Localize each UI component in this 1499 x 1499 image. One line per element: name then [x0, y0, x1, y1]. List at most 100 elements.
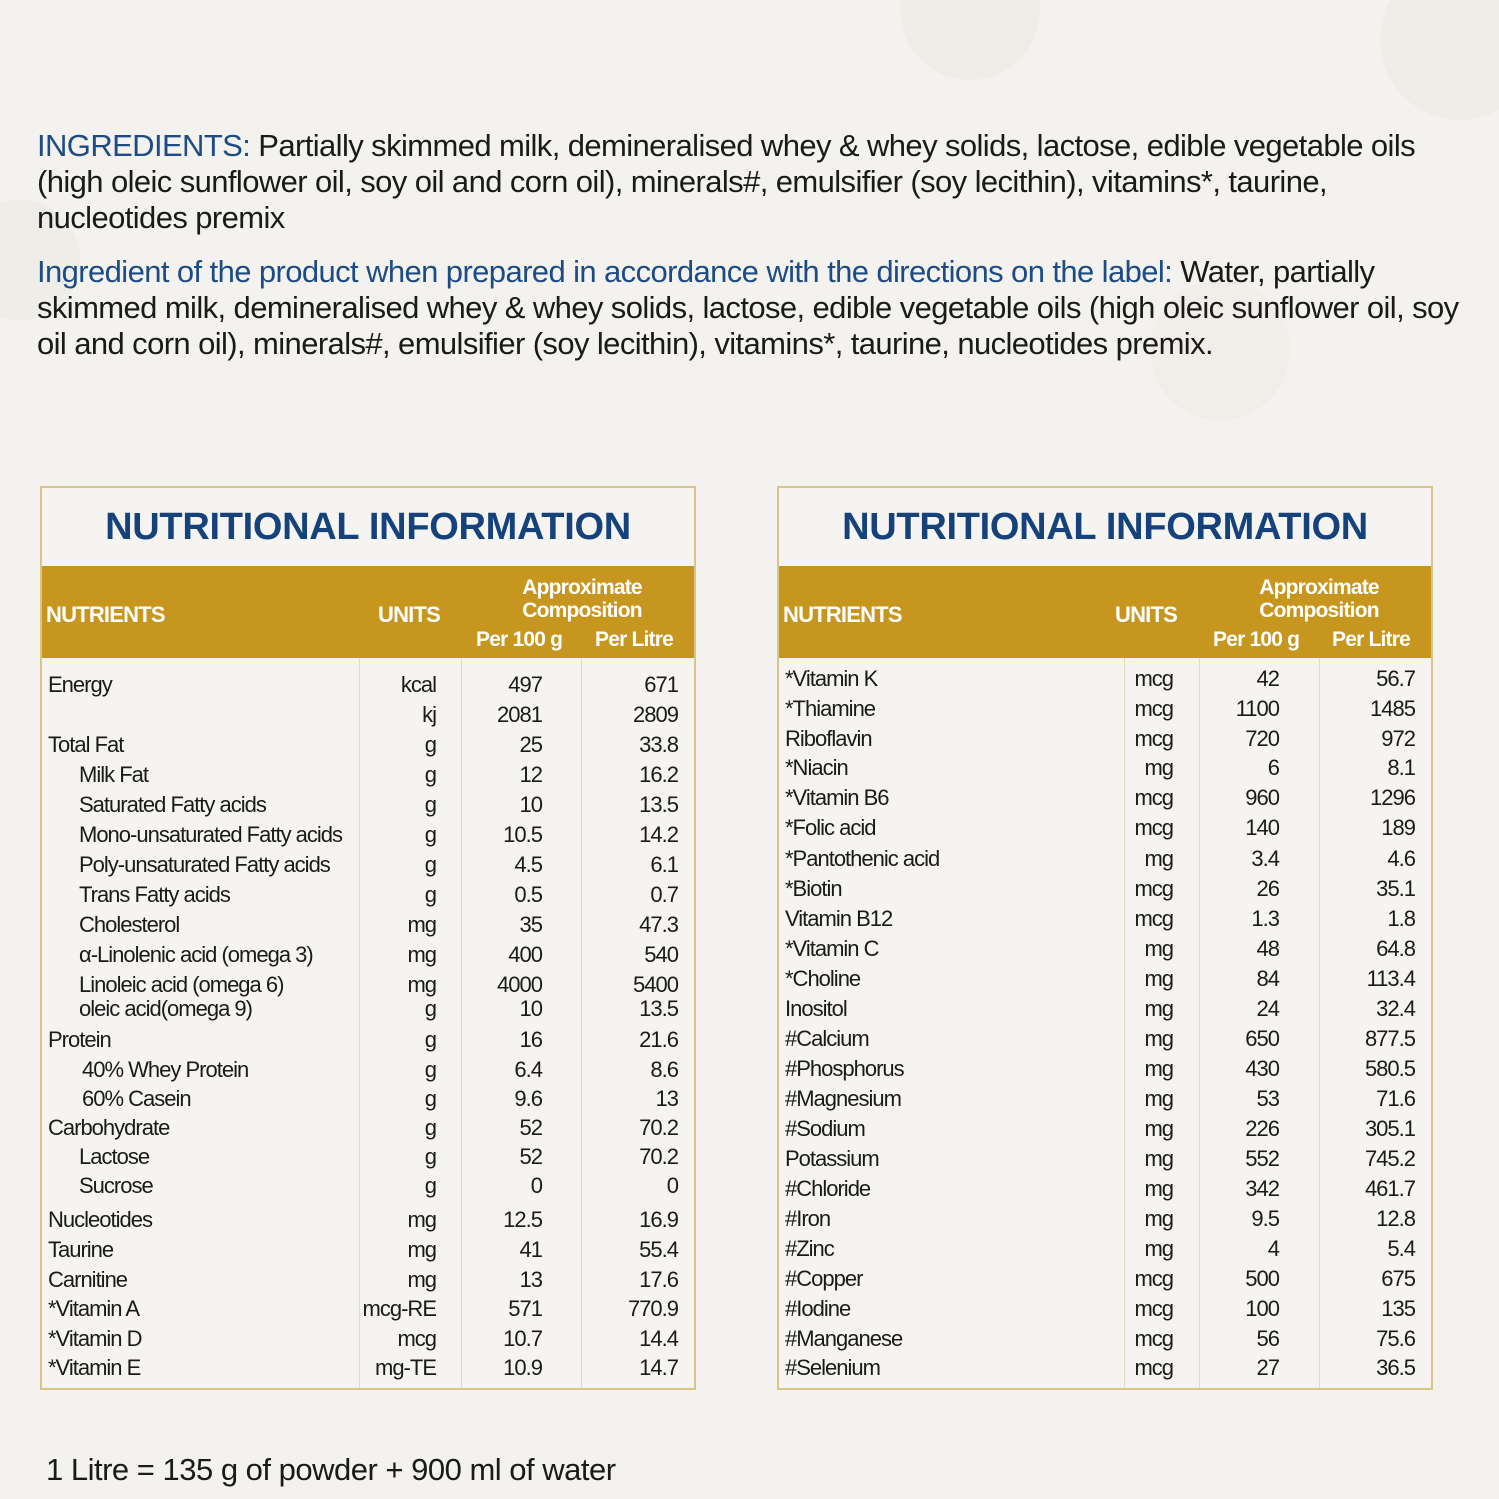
nutrient-unit: mg [1144, 966, 1174, 991]
nutrient-unit: g [424, 822, 437, 847]
table-row: Taurine mg 41 55.4 [42, 1235, 694, 1265]
value-per-litre: 12.8 [1376, 1206, 1416, 1231]
column-divider [1124, 658, 1125, 1388]
table-row: #Phosphorus mg 430 580.5 [779, 1054, 1431, 1084]
nutrient-name: Poly-unsaturated Fatty acids [79, 852, 331, 877]
value-per-litre: 671 [644, 672, 679, 697]
value-per-litre: 305.1 [1364, 1116, 1416, 1141]
nutrition-table-left: NUTRITIONAL INFORMATION NUTRIENTS UNITS … [40, 486, 696, 1390]
header-units: UNITS [378, 602, 441, 627]
value-per-100g: 400 [508, 942, 543, 967]
value-per-litre: 35.1 [1376, 876, 1416, 901]
table-row: Saturated Fatty acids g 10 13.5 [42, 790, 694, 820]
table-row: Trans Fatty acids g 0.5 0.7 [42, 880, 694, 910]
table-row: *Vitamin K mcg 42 56.7 [779, 664, 1431, 694]
header-approximate-composition: Approximate Composition [522, 576, 642, 622]
table-title: NUTRITIONAL INFORMATION [842, 505, 1368, 548]
value-per-litre: 70.2 [639, 1144, 679, 1169]
table-title: NUTRITIONAL INFORMATION [105, 505, 631, 548]
value-per-100g: 10 [519, 792, 544, 817]
value-per-100g: 100 [1245, 1296, 1280, 1321]
nutrient-name: Taurine [48, 1237, 114, 1262]
table-row: #Iodine mcg 100 135 [779, 1294, 1431, 1324]
value-per-100g: 720 [1245, 726, 1280, 751]
value-per-100g: 10.5 [503, 822, 543, 847]
nutrient-unit: g [424, 1086, 437, 1111]
nutrient-unit: mcg [1134, 785, 1174, 810]
table-row: Poly-unsaturated Fatty acids g 4.5 6.1 [42, 850, 694, 880]
nutrient-unit: mcg [1134, 696, 1174, 721]
value-per-100g: 497 [508, 672, 543, 697]
value-per-100g: 650 [1245, 1026, 1280, 1051]
value-per-100g: 10 [519, 996, 544, 1021]
value-per-litre: 13 [655, 1086, 680, 1111]
nutrient-name: #Iron [785, 1206, 831, 1231]
value-per-100g: 2081 [497, 702, 543, 727]
header-nutrients: NUTRIENTS [783, 602, 903, 627]
nutrient-name: *Biotin [785, 876, 843, 901]
header-per-litre: Per Litre [595, 628, 674, 651]
nutrient-unit: mg [1144, 1026, 1174, 1051]
prepared-ingredients-label: Ingredient of the product when prepared … [37, 254, 1173, 289]
value-per-100g: 41 [519, 1237, 544, 1262]
nutrient-unit: mg [407, 972, 437, 997]
nutrient-unit: mcg [1134, 876, 1174, 901]
value-per-litre: 55.4 [639, 1237, 679, 1262]
nutrient-name: #Chloride [785, 1176, 871, 1201]
table-row: Linoleic acid (omega 6) mg 4000 5400 [42, 970, 694, 1000]
table-row: *Niacin mg 6 8.1 [779, 753, 1431, 783]
table-row: 60% Casein g 9.6 13 [42, 1084, 694, 1114]
nutrient-unit: g [424, 1027, 437, 1052]
nutrient-name: #Copper [785, 1266, 863, 1291]
value-per-litre: 47.3 [639, 912, 679, 937]
nutrient-name: Saturated Fatty acids [79, 792, 267, 817]
column-divider [461, 658, 462, 1388]
value-per-100g: 6.4 [514, 1057, 543, 1082]
value-per-litre: 16.2 [639, 762, 679, 787]
nutrient-unit: mcg [1134, 1355, 1174, 1380]
nutrient-name: Lactose [79, 1144, 150, 1169]
nutrient-name: #Magnesium [785, 1086, 902, 1111]
nutrient-name: *Vitamin C [785, 936, 880, 961]
value-per-litre: 2809 [633, 702, 679, 727]
value-per-litre: 36.5 [1376, 1355, 1416, 1380]
value-per-litre: 770.9 [627, 1296, 679, 1321]
table-row: #Zinc mg 4 5.4 [779, 1234, 1431, 1264]
column-divider [1199, 658, 1200, 1388]
table-row: *Choline mg 84 113.4 [779, 964, 1431, 994]
nutrient-unit: mcg [1134, 815, 1174, 840]
table-row: *Vitamin B6 mcg 960 1296 [779, 783, 1431, 813]
header-per-100g: Per 100 g [476, 628, 563, 651]
value-per-litre: 33.8 [639, 732, 679, 757]
nutrient-unit: mg [1144, 755, 1174, 780]
nutrient-unit: mg [1144, 1116, 1174, 1141]
value-per-100g: 12 [519, 762, 544, 787]
value-per-litre: 877.5 [1364, 1026, 1416, 1051]
ingredients-text: Partially skimmed milk, demineralised wh… [37, 128, 1416, 235]
nutrient-name: Linoleic acid (omega 6) [79, 972, 284, 997]
nutrient-name: #Manganese [785, 1326, 903, 1351]
table-row: *Vitamin D mcg 10.7 14.4 [42, 1324, 694, 1354]
table-row: #Calcium mg 650 877.5 [779, 1024, 1431, 1054]
nutrient-name: *Thiamine [785, 696, 876, 721]
nutrient-name: Riboflavin [785, 726, 873, 751]
value-per-100g: 56 [1256, 1326, 1281, 1351]
value-per-100g: 25 [519, 732, 544, 757]
nutrient-name: 40% Whey Protein [82, 1057, 249, 1082]
value-per-litre: 4.6 [1387, 846, 1416, 871]
value-per-100g: 13 [519, 1267, 544, 1292]
nutrient-unit: mcg [1134, 1266, 1174, 1291]
value-per-litre: 71.6 [1376, 1086, 1416, 1111]
nutrient-unit: mg [1144, 936, 1174, 961]
nutrient-name: *Folic acid [785, 815, 876, 840]
value-per-litre: 972 [1381, 726, 1416, 751]
nutrient-unit: g [424, 1115, 437, 1140]
table-row: *Biotin mcg 26 35.1 [779, 874, 1431, 904]
value-per-litre: 56.7 [1376, 666, 1416, 691]
nutrient-name: 60% Casein [82, 1086, 192, 1111]
header-per-100g: Per 100 g [1213, 628, 1300, 651]
value-per-100g: 960 [1245, 785, 1280, 810]
value-per-litre: 540 [644, 942, 679, 967]
table-row: oleic acid(omega 9) g 10 13.5 [42, 994, 694, 1024]
value-per-litre: 189 [1381, 815, 1416, 840]
